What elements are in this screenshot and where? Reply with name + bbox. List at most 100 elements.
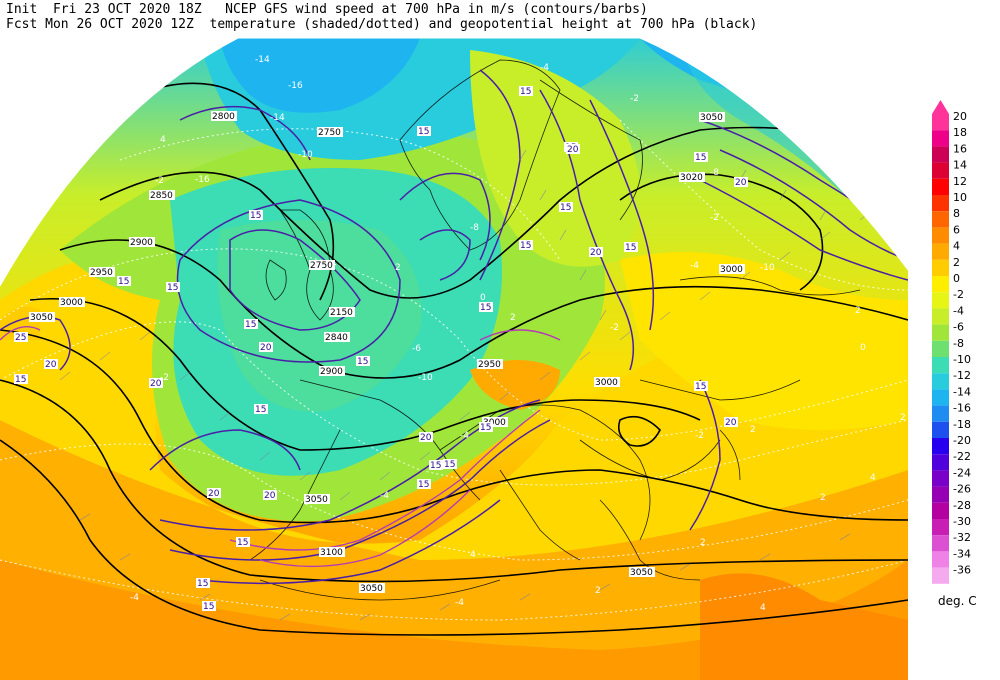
- temperature-contour-label: -8: [690, 55, 699, 65]
- label-background: [719, 264, 745, 274]
- wind-contour-label: 20: [150, 379, 162, 389]
- temperature-contour-label: -8: [710, 168, 719, 178]
- temperature-contour-label: 0: [480, 293, 486, 303]
- legend-swatch: [932, 259, 949, 276]
- label-background: [202, 601, 216, 611]
- legend-level-label: -2: [953, 288, 964, 301]
- label-background: [236, 537, 250, 547]
- temperature-contour-label: -2: [155, 176, 164, 186]
- wind-contour-label: 15: [255, 405, 266, 415]
- wind-contour-label: 15: [237, 538, 248, 548]
- legend-level-label: 20: [953, 110, 967, 123]
- temperature-contour-label: -14: [270, 113, 285, 123]
- height-contour-label: 3000: [720, 265, 743, 275]
- wind-contour-label: 15: [197, 579, 208, 589]
- label-background: [319, 547, 345, 557]
- wind-contour-label: 20: [735, 178, 747, 188]
- label-background: [482, 417, 508, 427]
- legend-swatch: [932, 357, 949, 374]
- label-background: [259, 342, 273, 352]
- legend-level-label: -32: [953, 531, 971, 544]
- map-labels: 2800275028502900295030003050275021502840…: [14, 55, 906, 613]
- wind-contour-label: 20: [590, 248, 602, 258]
- legend-level-label: -4: [953, 304, 964, 317]
- temperature-contour-label: -16: [195, 175, 210, 185]
- label-background: [317, 127, 343, 137]
- temperature-contour-label: -8: [470, 223, 479, 233]
- temperature-contour-label: -4: [540, 63, 549, 73]
- height-contour-label: 2800: [212, 112, 235, 122]
- height-contour-label: 2150: [330, 308, 353, 318]
- temperature-contour-label: 4: [760, 603, 766, 613]
- legend-swatch: [932, 308, 949, 325]
- label-background: [589, 247, 603, 257]
- wind-contour-label: 20: [45, 360, 57, 370]
- legend-level-label: -26: [953, 483, 971, 496]
- legend-level-label: -30: [953, 515, 971, 528]
- height-contour-label: 2950: [478, 360, 501, 370]
- temperature-contour-label: -10: [760, 263, 775, 273]
- wind-contour-label: 15: [15, 375, 26, 385]
- legend-swatch: [932, 502, 949, 519]
- legend-level-label: -14: [953, 385, 971, 398]
- height-contour-label: 3000: [595, 378, 618, 388]
- wind-contour-label: 15: [418, 127, 429, 137]
- label-background: [249, 210, 263, 220]
- temperature-contour-label: 2: [700, 538, 706, 548]
- label-background: [724, 417, 738, 427]
- legend-level-label: -22: [953, 450, 971, 463]
- legend-swatch: [932, 567, 949, 584]
- height-contour-label: 3000: [483, 418, 506, 428]
- legend-level-label: 18: [953, 126, 967, 139]
- temperature-contour-label: -2: [630, 94, 639, 104]
- label-background: [479, 422, 493, 432]
- label-background: [624, 242, 638, 252]
- wind-contour-label: 25: [15, 333, 26, 343]
- legend-level-label: -28: [953, 499, 971, 512]
- label-background: [519, 240, 533, 250]
- temperature-contour-label: -4: [690, 261, 699, 271]
- height-contour-label: 3050: [305, 495, 328, 505]
- legend-swatch: [932, 227, 949, 244]
- legend-level-label: -18: [953, 418, 971, 431]
- label-background: [566, 144, 580, 154]
- legend-level-label: -8: [953, 337, 964, 350]
- legend-swatch: [932, 324, 949, 341]
- label-background: [244, 319, 258, 329]
- label-background: [356, 356, 370, 366]
- height-contour-label: 2750: [318, 128, 341, 138]
- temperature-contour-label: -4: [460, 431, 469, 441]
- legend-level-label: -34: [953, 547, 971, 560]
- temperature-contour-label: 0: [860, 343, 866, 353]
- label-background: [196, 578, 210, 588]
- label-background: [14, 374, 28, 384]
- label-background: [44, 359, 58, 369]
- legend-level-label: -10: [953, 353, 971, 366]
- label-background: [14, 332, 28, 342]
- legend-level-label: 16: [953, 142, 967, 155]
- label-background: [166, 282, 180, 292]
- wind-jet-contours: [0, 326, 561, 568]
- label-background: [129, 237, 155, 247]
- legend-swatch: [932, 389, 949, 406]
- wind-contour-label: 20: [567, 145, 579, 155]
- legend-level-label: 4: [953, 240, 960, 253]
- label-background: [477, 359, 503, 369]
- temperature-contour-label: -6: [412, 344, 421, 354]
- temperature-contour-label: -2: [160, 373, 169, 383]
- legend-level-label: 14: [953, 159, 967, 172]
- legend-swatch: [932, 162, 949, 179]
- wind-contour-label: 20: [264, 491, 276, 501]
- wind-contour-label: 15: [520, 241, 531, 251]
- temperature-contour-label: 2: [820, 493, 826, 503]
- legend-level-label: -12: [953, 369, 971, 382]
- legend-swatch: [932, 519, 949, 536]
- height-contour-label: 2900: [320, 367, 343, 377]
- legend-swatch: [932, 421, 949, 438]
- label-background: [304, 494, 330, 504]
- wind-contour-label: 15: [444, 460, 455, 470]
- temperature-contours: [0, 119, 908, 621]
- label-background: [319, 366, 345, 376]
